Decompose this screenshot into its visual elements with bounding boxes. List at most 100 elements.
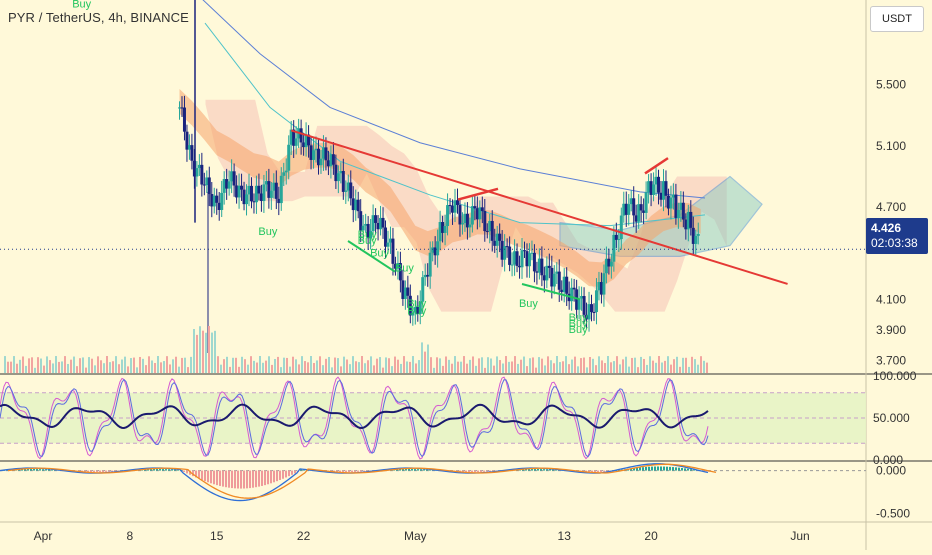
macd-histogram-bar xyxy=(336,470,338,472)
volume-bar xyxy=(706,362,708,373)
volume-bar xyxy=(511,361,513,373)
candle-body xyxy=(364,223,368,226)
candle-body xyxy=(686,211,690,230)
candle-body xyxy=(652,184,656,195)
candle-body xyxy=(649,181,653,195)
volume-bar xyxy=(367,360,369,373)
candle-body xyxy=(532,252,536,272)
candle-body xyxy=(664,181,668,196)
macd-histogram-bar xyxy=(402,469,404,471)
volume-bar xyxy=(349,364,351,373)
volume-bar xyxy=(499,360,501,373)
candle-body xyxy=(249,185,253,202)
volume-bar xyxy=(688,366,690,373)
candle-body xyxy=(359,211,363,231)
macd-histogram-bar xyxy=(618,470,620,471)
candle-body xyxy=(580,296,584,299)
stoch-d-line xyxy=(0,378,709,458)
volume-bar xyxy=(142,358,144,373)
candle-body xyxy=(547,265,551,268)
macd-histogram-bar xyxy=(261,470,263,486)
volume-bar xyxy=(268,356,270,373)
trendline xyxy=(290,129,788,285)
volume-bar xyxy=(130,358,132,373)
candle-body xyxy=(572,287,576,290)
volume-bar xyxy=(577,366,579,373)
macd-axis-label: 0.000 xyxy=(876,464,906,478)
macd-histogram-bar xyxy=(678,467,680,471)
volume-bar xyxy=(514,356,516,373)
volume-bar xyxy=(484,367,486,373)
currency-button[interactable]: USDT xyxy=(870,6,924,32)
candle-body xyxy=(622,203,626,216)
volume-bar xyxy=(388,358,390,373)
candle-body xyxy=(396,263,400,269)
volume-bar xyxy=(409,361,411,373)
candle-body xyxy=(393,263,397,269)
volume-bar xyxy=(295,359,297,373)
candle-body xyxy=(446,205,450,227)
candle-body xyxy=(642,210,646,213)
volume-bar xyxy=(316,360,318,373)
candle-body xyxy=(334,164,338,182)
volume-bar xyxy=(262,362,264,373)
volume-bar xyxy=(160,362,162,373)
candle-body xyxy=(527,253,531,267)
macd-histogram-bar xyxy=(177,469,179,471)
candle-body xyxy=(629,198,633,205)
macd-histogram-bar xyxy=(417,469,419,471)
volume-bar xyxy=(31,357,33,373)
volume-bar xyxy=(391,366,393,373)
candle-body xyxy=(314,148,318,151)
candle-body xyxy=(684,219,688,230)
volume-bar xyxy=(433,367,435,373)
volume-bar xyxy=(343,356,345,373)
candle-body xyxy=(592,311,596,313)
macd-histogram-bar xyxy=(429,469,431,471)
macd-histogram-bar xyxy=(597,470,599,473)
volume-bar xyxy=(643,358,645,373)
candle-body xyxy=(381,217,385,228)
buy-signal-label: Buy xyxy=(370,247,389,259)
chart-title: PYR / TetherUS, 4h, BINANCE xyxy=(8,10,189,25)
candle-body xyxy=(242,189,246,205)
macd-histogram-bar xyxy=(675,467,677,471)
volume-bar xyxy=(64,356,66,373)
candle-body xyxy=(344,190,348,192)
volume-bar xyxy=(100,360,102,373)
volume-bar xyxy=(352,356,354,373)
candle-body xyxy=(413,307,417,313)
volume-bar xyxy=(328,356,330,373)
candle-body xyxy=(232,171,236,186)
volume-bar xyxy=(85,367,87,373)
volume-bar xyxy=(40,358,42,373)
candle-body xyxy=(552,273,556,287)
volume-bar xyxy=(568,364,570,373)
candle-body xyxy=(557,271,561,290)
candle-body xyxy=(689,211,693,228)
macd-histogram-bar xyxy=(27,469,29,471)
candle-body xyxy=(582,296,586,315)
volume-bar xyxy=(187,367,189,373)
volume-bar xyxy=(250,356,252,373)
macd-histogram-bar xyxy=(366,470,368,472)
candle-body xyxy=(200,164,204,185)
time-axis-label: 20 xyxy=(644,529,658,543)
macd-histogram-bar xyxy=(96,470,98,473)
macd-histogram-bar xyxy=(201,470,203,480)
candle-body xyxy=(321,147,325,159)
volume-bar xyxy=(181,357,183,373)
volume-bar xyxy=(157,356,159,373)
macd-histogram-bar xyxy=(228,470,230,488)
volume-bar xyxy=(235,357,237,373)
volume-bar xyxy=(70,359,72,373)
volume-bar xyxy=(700,356,702,373)
volume-bar xyxy=(214,330,216,373)
macd-histogram-bar xyxy=(474,470,476,473)
buy-signal-label: Buy xyxy=(407,298,426,310)
macd-histogram-bar xyxy=(408,469,410,471)
candle-body xyxy=(609,261,613,267)
candle-body xyxy=(237,185,241,198)
volume-bar xyxy=(382,367,384,373)
